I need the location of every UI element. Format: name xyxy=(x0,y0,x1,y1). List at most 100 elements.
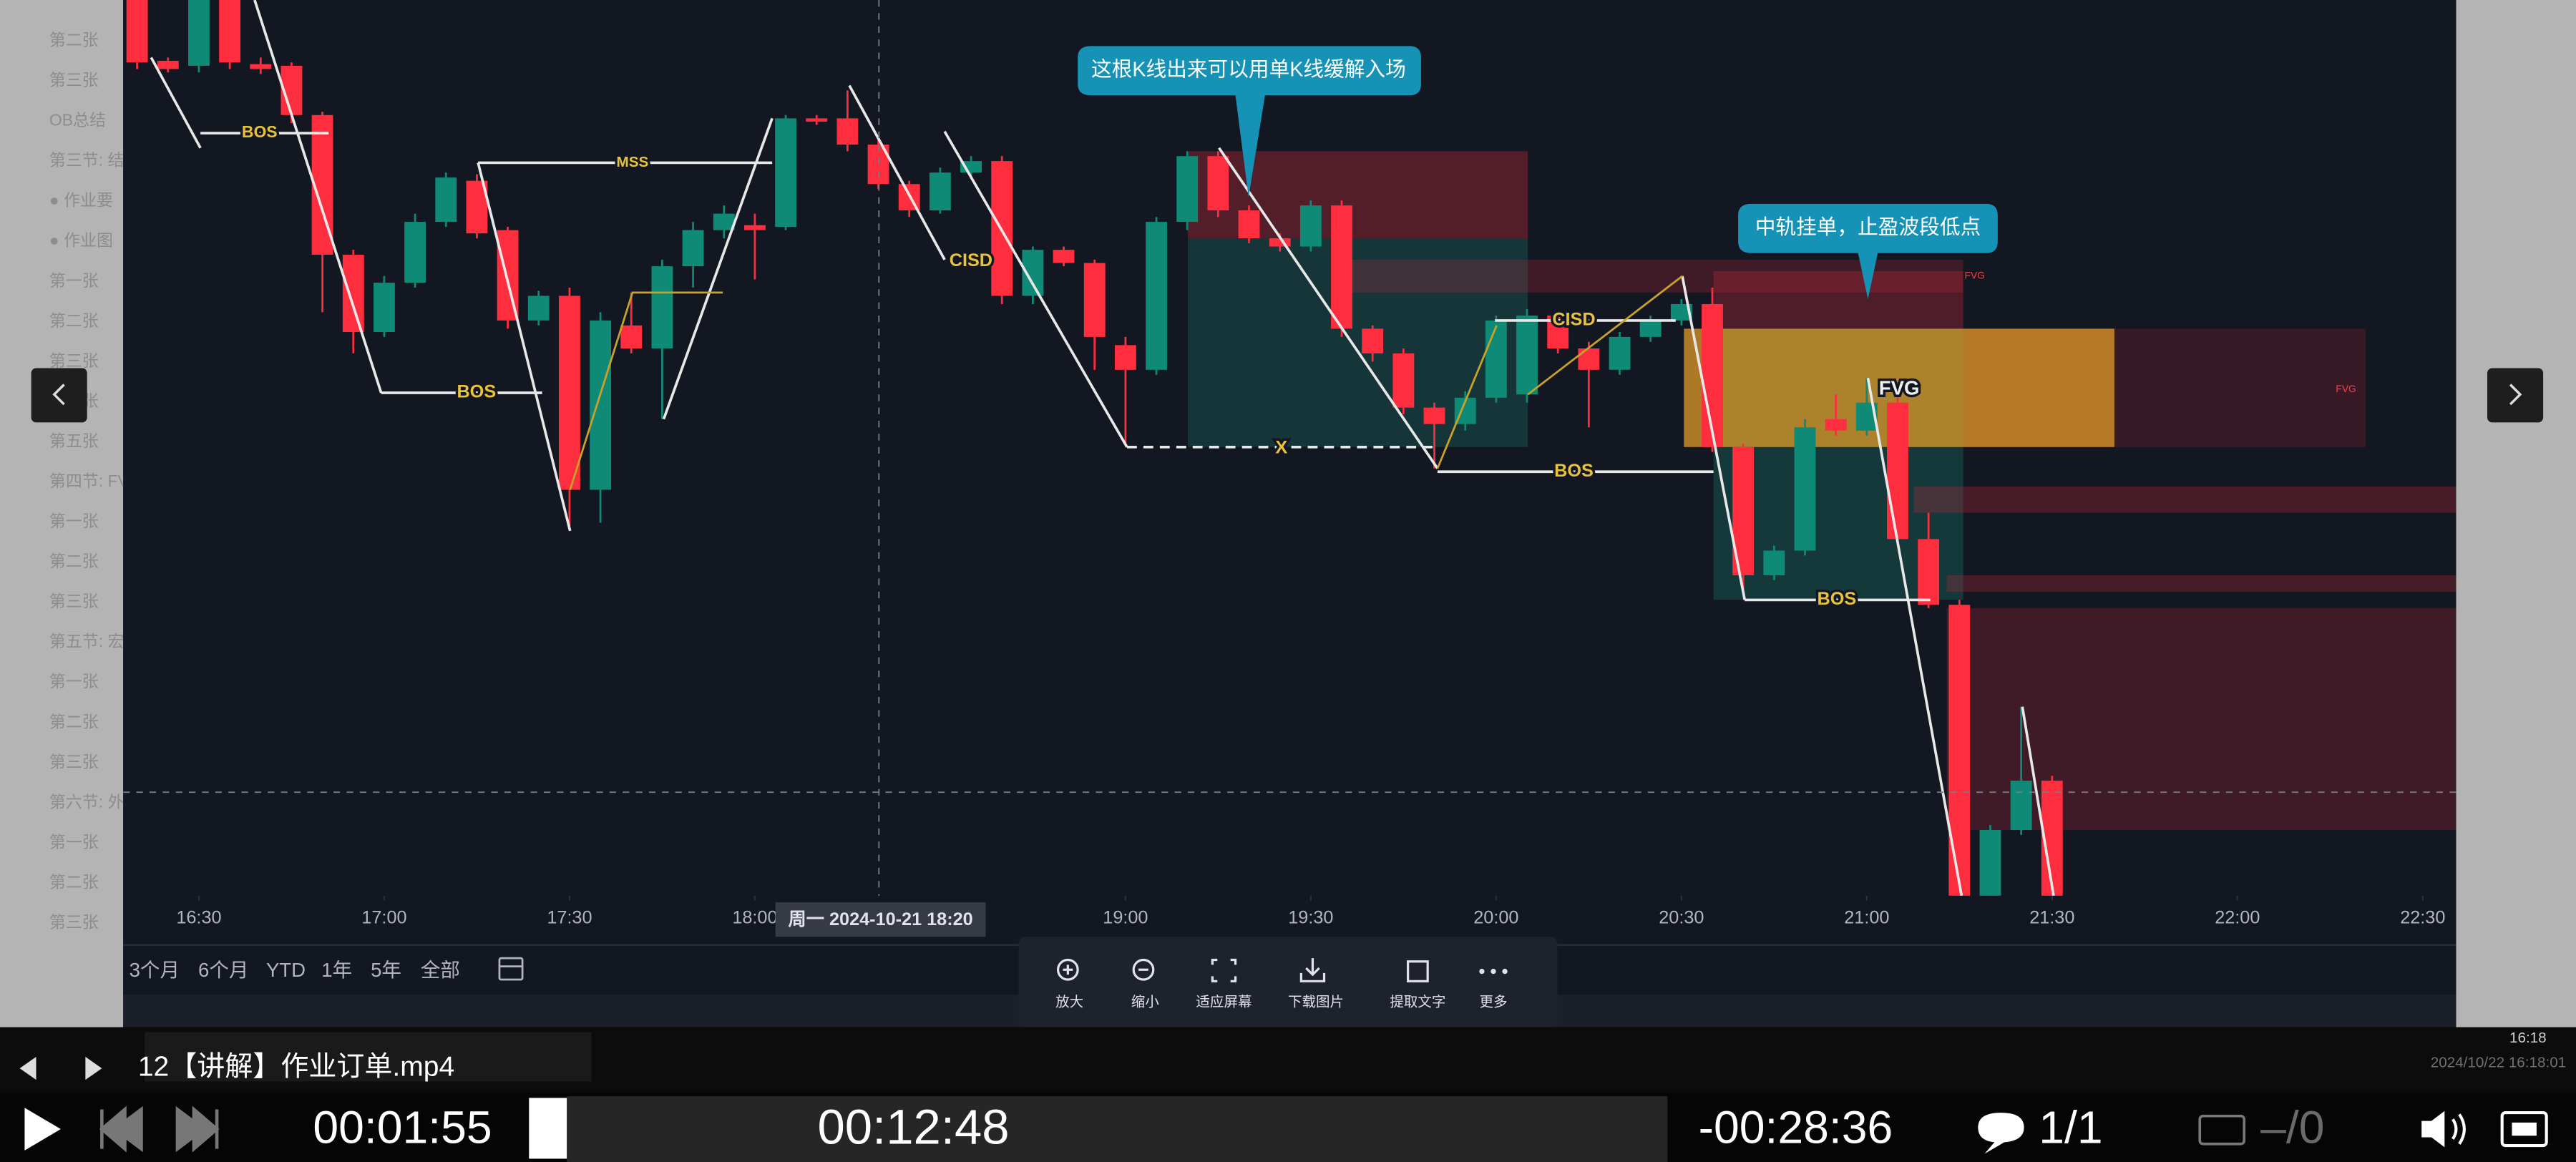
sidebar-item: 第三张 xyxy=(49,351,99,370)
candle-body xyxy=(806,118,828,122)
toolbar-label[interactable]: 缩小 xyxy=(1131,994,1160,1010)
sidebar-item: 第二张 xyxy=(49,30,99,49)
download-icon[interactable] xyxy=(1299,958,1326,982)
candle-body xyxy=(1887,402,1908,540)
candle-body xyxy=(743,225,766,230)
candle-body xyxy=(1207,156,1229,211)
extract-icon[interactable] xyxy=(1406,960,1429,982)
crosshair-time-box xyxy=(775,902,986,937)
candle-body xyxy=(1485,320,1507,398)
x-tick-label: 17:00 xyxy=(361,908,406,928)
gold-line xyxy=(569,291,723,490)
swing-line xyxy=(1218,147,1439,469)
range-button[interactable]: 3个月 xyxy=(130,959,180,981)
more-dot[interactable] xyxy=(1479,968,1485,975)
candle-body xyxy=(713,213,735,230)
next-button[interactable] xyxy=(175,1105,220,1153)
zoom-out-icon[interactable] xyxy=(1132,958,1155,981)
range-button[interactable]: 1年 xyxy=(321,959,352,981)
back-icon[interactable] xyxy=(19,1056,36,1080)
play-button[interactable] xyxy=(24,1108,61,1151)
candle-body xyxy=(250,64,272,69)
screen-icon[interactable] xyxy=(2500,1111,2548,1148)
annotation: FVG xyxy=(1879,377,1920,399)
sidebar-item: 第三张 xyxy=(49,752,99,771)
candle-body xyxy=(836,118,859,145)
forward-icon[interactable] xyxy=(85,1056,102,1080)
comment-count: 1/1 xyxy=(2039,1101,2102,1153)
candle-body xyxy=(219,0,241,63)
toolbar-label[interactable]: 放大 xyxy=(1055,994,1083,1010)
sidebar-item: 第六节: 外 xyxy=(49,792,125,811)
candle-body xyxy=(651,266,673,348)
file-name: 12【讲解】作业订单.mp4 xyxy=(138,1051,454,1082)
volume-icon[interactable] xyxy=(2421,1110,2445,1148)
next-arrow[interactable] xyxy=(2509,384,2522,406)
swing-line xyxy=(662,117,774,420)
prev-arrow[interactable] xyxy=(52,384,65,406)
candle-body xyxy=(1639,320,1662,337)
more-dot[interactable] xyxy=(1491,968,1496,975)
candle-body xyxy=(1794,427,1816,551)
candle-body xyxy=(1269,238,1291,247)
calendar-icon[interactable] xyxy=(498,957,524,981)
progress-track[interactable] xyxy=(567,1096,1668,1162)
swing-line xyxy=(848,84,946,260)
more-dot[interactable] xyxy=(1502,968,1508,975)
progress-thumb[interactable] xyxy=(529,1098,567,1159)
calendar-icon-body[interactable] xyxy=(498,957,524,981)
candle-body xyxy=(1146,222,1167,370)
toolbar-label[interactable]: 提取文字 xyxy=(1390,994,1445,1010)
sidebar-item: 第一张 xyxy=(49,832,99,851)
sidebar-item: 第一张 xyxy=(49,512,99,530)
x-tick-label: 20:30 xyxy=(1659,908,1704,928)
subtitle-icon[interactable] xyxy=(2198,1114,2246,1146)
range-button[interactable]: 6个月 xyxy=(198,959,248,981)
prev-image-button[interactable] xyxy=(31,368,87,423)
sidebar-item: 第三张 xyxy=(49,592,99,610)
zoom-in-icon[interactable] xyxy=(1056,958,1079,981)
range-button[interactable]: YTD xyxy=(266,959,306,981)
sidebar-item: 第五张 xyxy=(49,431,99,450)
candle-body xyxy=(1702,303,1723,447)
candle-body xyxy=(1825,419,1847,431)
range-buttons: 3个月 6个月 YTD 1年 5年 全部 xyxy=(130,959,460,981)
fit-icon[interactable] xyxy=(1211,958,1237,982)
candle-body xyxy=(1053,250,1075,263)
range-button[interactable]: 全部 xyxy=(421,959,460,981)
volume-waves[interactable] xyxy=(2451,1113,2466,1145)
sidebar-item: 第三张 xyxy=(49,913,99,932)
toolbar-label[interactable]: 更多 xyxy=(1479,994,1507,1010)
candle-body xyxy=(1948,605,1971,896)
annotation: CISD xyxy=(1552,310,1595,330)
sidebar-item: 第三张 xyxy=(49,71,99,89)
x-tick-label: 19:00 xyxy=(1103,908,1148,928)
next-image-button[interactable] xyxy=(2487,368,2544,423)
annotation: BOS xyxy=(242,122,278,141)
toolbar-label[interactable]: 适应屏幕 xyxy=(1196,994,1252,1010)
sidebar-item: 第一张 xyxy=(49,672,99,690)
callout-text: 这根K线出来可以用单K线缓解入场 xyxy=(1091,58,1406,81)
toolbar-labels: 放大 缩小 适应屏幕 下载图片 提取文字 更多 xyxy=(1055,994,1507,1010)
range-button[interactable]: 5年 xyxy=(371,959,401,981)
zone xyxy=(1913,486,2457,513)
candle-body xyxy=(1362,328,1384,353)
sidebar-item: 第二张 xyxy=(49,872,99,891)
candle-body xyxy=(1299,205,1322,247)
player-text: 00:01:55 00:12:48 -00:28:36 1/1 –/0 xyxy=(313,1100,2324,1155)
swing-line xyxy=(1681,275,1747,600)
sidebar-item: 第三节: 结 xyxy=(49,151,125,170)
sidebar-item: 第一张 xyxy=(49,271,99,290)
screen-icon-inner[interactable] xyxy=(2512,1122,2537,1136)
comment-icon[interactable] xyxy=(1978,1113,2024,1154)
prev-button[interactable] xyxy=(99,1105,143,1153)
swing-line xyxy=(253,0,383,394)
timestamp: 2024/10/22 16:18:01 xyxy=(2431,1055,2566,1071)
x-tick-label: 17:30 xyxy=(547,908,592,928)
toolbar-label[interactable]: 下载图片 xyxy=(1288,994,1344,1010)
sidebar-item: 第二张 xyxy=(49,552,99,570)
annotations: BOS MSS BOS CISD X CISD BOS BOS FVG FVG FVG xyxy=(239,120,2356,612)
x-axis: 16:30 17:00 17:30 18:00 19:00 19:30 20:00 20:30… xyxy=(176,895,2445,928)
candle-body xyxy=(1083,263,1106,337)
zone xyxy=(1946,575,2457,592)
